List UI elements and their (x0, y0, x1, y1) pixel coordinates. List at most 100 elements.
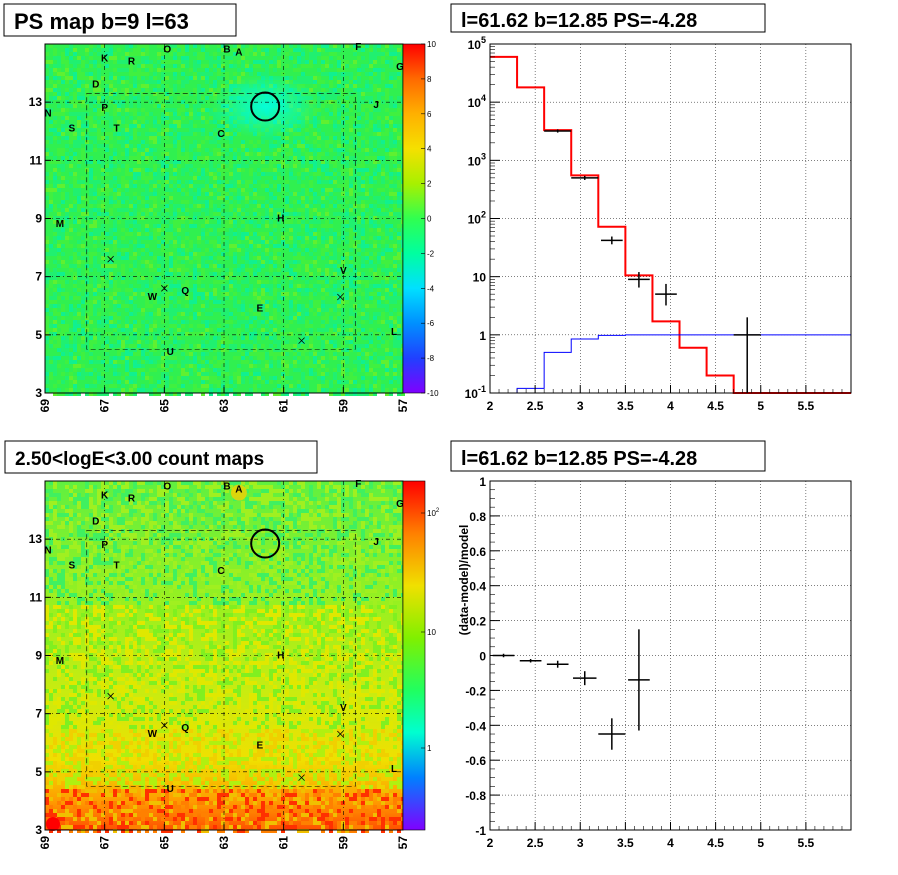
heatmap-cell (349, 244, 353, 248)
heatmap-cell (257, 168, 261, 172)
heatmap-cell (253, 288, 257, 292)
heatmap-cell (325, 284, 329, 288)
heatmap-cell (293, 344, 297, 348)
heatmap-cell (301, 148, 305, 152)
heatmap-cell (277, 220, 281, 224)
heatmap-cell (325, 380, 329, 384)
heatmap-cell (73, 52, 77, 56)
heatmap-cell (113, 248, 117, 252)
heatmap-cell (377, 260, 381, 264)
heatmap-cell (193, 116, 197, 120)
heatmap-cell (141, 372, 145, 376)
heatmap-cell (269, 140, 273, 144)
heatmap-cell (349, 72, 353, 76)
heatmap-cell (221, 164, 225, 168)
heatmap-cell (201, 372, 205, 376)
heatmap-cell (205, 256, 209, 260)
heatmap-cell (237, 300, 241, 304)
heatmap-cell (93, 280, 97, 284)
heatmap-cell (133, 240, 137, 244)
heatmap-cell (49, 376, 53, 380)
heatmap-cell (165, 244, 169, 248)
heatmap-cell (345, 356, 349, 360)
heatmap-cell (265, 288, 269, 292)
heatmap-cell (393, 344, 397, 348)
heatmap-cell (73, 280, 77, 284)
heatmap-cell (129, 44, 133, 48)
heatmap-cell (209, 376, 213, 380)
heatmap-cell (277, 144, 281, 148)
heatmap-cell (113, 300, 117, 304)
heatmap-cell (393, 264, 397, 268)
heatmap-cell (285, 224, 289, 228)
heatmap-cell (333, 348, 337, 352)
heatmap-cell (285, 232, 289, 236)
heatmap-cell (165, 364, 169, 368)
heatmap-cell (281, 232, 285, 236)
heatmap-cell (181, 288, 185, 292)
heatmap-cell (265, 244, 269, 248)
heatmap-cell (381, 252, 385, 256)
heatmap-cell (101, 288, 105, 292)
heatmap-cell (253, 352, 257, 356)
heatmap-cell (305, 356, 309, 360)
heatmap-cell (165, 384, 169, 388)
heatmap-cell (249, 324, 253, 328)
heatmap-cell (61, 292, 65, 296)
heatmap-cell (173, 76, 177, 80)
heatmap-cell (185, 372, 189, 376)
source-label: O (163, 45, 171, 56)
heatmap-cell (101, 188, 105, 192)
heatmap-cell (317, 144, 321, 148)
heatmap-cell (101, 372, 105, 376)
heatmap-cell (237, 372, 241, 376)
heatmap-cell (341, 364, 345, 368)
heatmap-cell (157, 240, 161, 244)
heatmap-cell (293, 136, 297, 140)
heatmap-cell (329, 56, 333, 60)
heatmap-cell (181, 208, 185, 212)
heatmap-cell (185, 352, 189, 356)
heatmap-cell (49, 332, 53, 336)
heatmap-cell (133, 360, 137, 364)
heatmap-cell (309, 188, 313, 192)
heatmap-cell (265, 364, 269, 368)
heatmap-cell (205, 220, 209, 224)
heatmap-cell (89, 336, 93, 340)
heatmap-cell (129, 384, 133, 388)
heatmap-cell (109, 188, 113, 192)
heatmap-cell (97, 268, 101, 272)
heatmap-cell (377, 304, 381, 308)
heatmap-cell (233, 392, 237, 396)
heatmap-cell (325, 332, 329, 336)
heatmap-cell (357, 80, 361, 84)
heatmap-cell (377, 72, 381, 76)
heatmap-cell (285, 352, 289, 356)
heatmap-cell (141, 348, 145, 352)
heatmap-cell (361, 352, 365, 356)
heatmap-cell (145, 300, 149, 304)
heatmap-cell (157, 276, 161, 280)
heatmap-cell (165, 184, 169, 188)
heatmap-cell (165, 128, 169, 132)
heatmap-cell (337, 120, 341, 124)
heatmap-cell (133, 380, 137, 384)
heatmap-cell (321, 288, 325, 292)
heatmap-cell (61, 260, 65, 264)
heatmap-cell (365, 296, 369, 300)
heatmap-cell (185, 288, 189, 292)
heatmap-cell (193, 124, 197, 128)
palette-label: -6 (427, 319, 435, 328)
heatmap-cell (357, 272, 361, 276)
heatmap-cell (57, 140, 61, 144)
heatmap-cell (357, 72, 361, 76)
heatmap-cell (321, 136, 325, 140)
heatmap-cell (109, 312, 113, 316)
heatmap-cell (181, 44, 185, 48)
heatmap-cell (341, 144, 345, 148)
heatmap-cell (305, 76, 309, 80)
heatmap-cell (341, 232, 345, 236)
heatmap-cell (241, 332, 245, 336)
heatmap-cell (117, 216, 121, 220)
heatmap-cell (321, 324, 325, 328)
